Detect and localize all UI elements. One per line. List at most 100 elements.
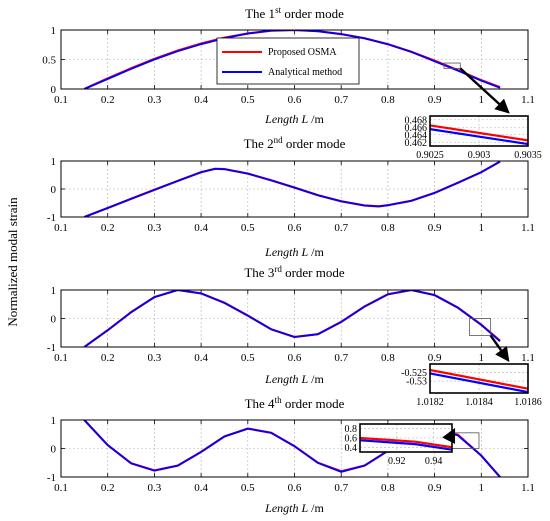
x-tick-label: 0.4 xyxy=(194,94,208,106)
legend: Proposed OSMA Analytical method xyxy=(216,37,360,85)
y-tick-label: 0.5 xyxy=(42,55,56,67)
y-tick-label: 0 xyxy=(51,444,57,456)
inset-y-tick-label: 0.8 xyxy=(345,424,358,435)
inset-series-line-osma xyxy=(360,436,452,449)
x-axis-label-4: Length L /m xyxy=(264,501,324,515)
x-tick-label: 0.2 xyxy=(101,352,115,364)
inset-x-tick-label: 1.0184 xyxy=(465,397,493,408)
x-tick-label: 0.5 xyxy=(241,352,255,364)
y-tick-label: -1 xyxy=(47,472,56,484)
x-tick-label: 0.7 xyxy=(334,482,348,494)
legend-label-analytical: Analytical method xyxy=(268,67,342,78)
x-tick-label: 0.3 xyxy=(148,482,162,494)
inset-y-tick-label: 0.466 xyxy=(405,123,428,134)
inset-y-tick-label: 0.6 xyxy=(345,434,358,445)
x-tick-label: 0.1 xyxy=(54,482,68,494)
series-line-analytical xyxy=(83,290,501,347)
x-tick-label: 0.6 xyxy=(288,482,302,494)
x-axis-label-1: Length L /m xyxy=(264,112,324,126)
x-tick-label: 0.8 xyxy=(381,94,395,106)
x-tick-label: 1 xyxy=(479,482,485,494)
x-tick-label: 0.2 xyxy=(101,94,115,106)
panel-3: The 3rd order mode 0.1 0.2 0.3 0.4 0.5 0.6 0.7 0… xyxy=(47,264,542,408)
inset-y-tick-label: 0.462 xyxy=(405,138,428,149)
y-tick-label: 1 xyxy=(51,156,57,168)
y-tick-label: 0 xyxy=(51,84,57,96)
inset-x-tick-label: 0.92 xyxy=(388,456,406,467)
x-tick-label: 1.1 xyxy=(521,94,535,106)
inset-plot: 1.0182 1.0184 1.0186 -0.525-0.53 xyxy=(401,363,542,408)
x-tick-label: 0.8 xyxy=(381,482,395,494)
series-line-analytical xyxy=(83,30,501,89)
x-tick-label: 1.1 xyxy=(521,482,535,494)
inset-x-tick-label: 0.9035 xyxy=(514,150,542,161)
x-tick-label: 0.6 xyxy=(288,222,302,234)
legend-label-osma: Proposed OSMA xyxy=(268,47,337,58)
plot-frame xyxy=(60,160,529,218)
plot-frame xyxy=(60,419,529,478)
x-tick-label: 0.8 xyxy=(381,352,395,364)
legend-box xyxy=(216,37,360,85)
series-line-analytical xyxy=(83,161,501,217)
zoom-arrow xyxy=(459,67,510,114)
zoom-arrow xyxy=(442,427,456,444)
x-tick-label: 0.2 xyxy=(101,482,115,494)
x-tick-label: 0.2 xyxy=(101,222,115,234)
x-tick-label: 0.1 xyxy=(54,352,68,364)
x-tick-label: 0.4 xyxy=(194,352,208,364)
x-tick-label: 0.3 xyxy=(148,352,162,364)
panel-title-4: The 4th order mode xyxy=(245,395,345,411)
plot-frame xyxy=(60,289,529,348)
x-tick-label: 0.4 xyxy=(194,222,208,234)
x-tick-label: 0.7 xyxy=(334,222,348,234)
x-tick-label: 0.1 xyxy=(54,94,68,106)
inset-x-tick-label: 1.0186 xyxy=(514,397,542,408)
x-tick-label: 0.6 xyxy=(288,94,302,106)
x-axis-label-2: Length L /m xyxy=(264,245,324,259)
inset-frame xyxy=(429,115,529,147)
y-tick-label: 1 xyxy=(51,415,57,427)
x-tick-label: 0.7 xyxy=(334,94,348,106)
x-tick-label: 0.3 xyxy=(148,94,162,106)
x-tick-label: 0.9 xyxy=(428,222,442,234)
panel-title-1: The 1st order mode xyxy=(245,5,344,21)
y-tick-label: 1 xyxy=(51,285,57,297)
y-tick-label: -1 xyxy=(47,342,56,354)
inset-x-tick-label: 0.903 xyxy=(468,150,491,161)
inset-x-tick-label: 0.9025 xyxy=(416,150,444,161)
x-tick-label: 0.9 xyxy=(428,352,442,364)
inset-plot: 0.92 0.94 0.80.60.4 xyxy=(345,423,453,467)
panel-2: The 2nd order mode 0.1 0.2 0.3 0.4 0.5 0.6 0.7 0… xyxy=(47,135,535,259)
inset-y-tick-label: 0.4 xyxy=(345,443,358,454)
inset-y-tick-label: -0.53 xyxy=(406,377,427,388)
inset-series-line-osma xyxy=(430,368,528,390)
inset-y-tick-label: 0.468 xyxy=(405,115,428,126)
y-tick-label: -1 xyxy=(47,212,56,224)
inset-series-line-osma xyxy=(430,124,528,142)
x-axis-label-3: Length L /m xyxy=(264,372,324,386)
zoom-arrow xyxy=(489,334,510,362)
panel-4: The 4th order mode 0.1 0.2 0.3 0.4 0.5 0.6 0.7 0… xyxy=(47,395,535,515)
zoom-region-box xyxy=(469,318,492,337)
x-tick-label: 0.9 xyxy=(428,94,442,106)
y-tick-label: 0 xyxy=(51,314,57,326)
y-tick-label: 1 xyxy=(51,25,57,37)
x-tick-label: 1 xyxy=(479,352,485,364)
x-tick-label: 0.4 xyxy=(194,482,208,494)
x-tick-label: 0.5 xyxy=(241,94,255,106)
inset-series-line-analytical xyxy=(430,372,528,393)
inset-frame xyxy=(429,363,529,394)
x-tick-label: 1 xyxy=(479,94,485,106)
x-tick-label: 0.7 xyxy=(334,352,348,364)
inset-y-tick-label: -0.525 xyxy=(401,368,427,379)
x-tick-label: 0.5 xyxy=(241,482,255,494)
x-tick-label: 0.1 xyxy=(54,222,68,234)
y-axis-label: Normalized modal strain xyxy=(5,197,20,327)
panel-title-2: The 2nd order mode xyxy=(244,135,346,151)
plot-frame xyxy=(60,29,529,90)
x-tick-label: 0.3 xyxy=(148,222,162,234)
x-tick-label: 0.5 xyxy=(241,222,255,234)
y-tick-label: 0 xyxy=(51,184,57,196)
inset-y-tick-label: 0.464 xyxy=(405,130,428,141)
